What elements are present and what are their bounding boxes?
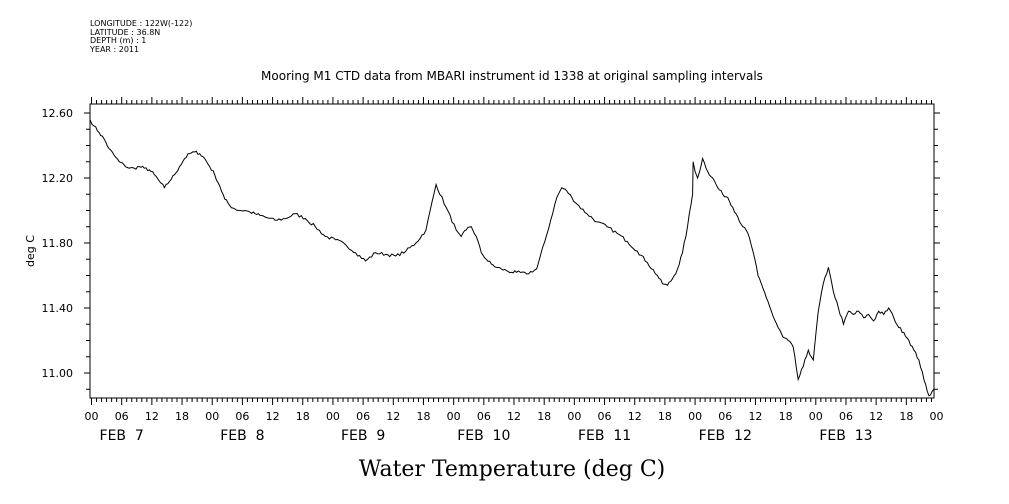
x-tick-label: 18 (899, 410, 913, 423)
y-tick-labels: 12.60 12.20 11.80 11.40 11.00 (42, 107, 74, 380)
x-tick-label: 06 (839, 410, 853, 423)
day-label: FEB 10 (457, 428, 510, 444)
y-tick-label: 12.20 (42, 172, 74, 185)
day-labels: FEB 7 FEB 8 FEB 9 FEB 10 FEB 11 FEB 12 FEB 13 (100, 428, 873, 444)
metadata-block: LONGITUDE : 122W(-122) LATITUDE : 36.8N … (90, 19, 193, 54)
x-tick-labels: 00 06 12 18 00 06 12 18 00 06 12 18 00 06 12 18 00 06 12 18… (85, 410, 944, 423)
axis-ticks (84, 97, 940, 405)
plot-frame (89, 103, 935, 399)
x-tick-label: 18 (537, 410, 551, 423)
longitude-text: LONGITUDE : 122W(-122) (90, 19, 193, 28)
day-label: FEB 11 (578, 428, 631, 444)
depth-text: DEPTH (m) : 1 (90, 36, 147, 45)
day-label: FEB 12 (699, 428, 752, 444)
x-tick-label: 06 (356, 410, 370, 423)
year-text: YEAR : 2011 (90, 44, 140, 54)
x-tick-label: 06 (718, 410, 732, 423)
day-label: FEB 9 (341, 428, 385, 444)
x-tick-label: 12 (145, 410, 159, 423)
x-tick-label: 00 (809, 410, 823, 423)
x-tick-label: 12 (507, 410, 521, 423)
y-tick-label: 11.40 (42, 302, 74, 315)
x-tick-label: 18 (416, 410, 430, 423)
x-tick-label: 06 (477, 410, 491, 423)
x-tick-label: 00 (567, 410, 581, 423)
x-tick-label: 18 (658, 410, 672, 423)
water-temperature-line (89, 119, 935, 397)
x-tick-label: 06 (115, 410, 129, 423)
x-tick-label: 12 (628, 410, 642, 423)
x-tick-label: 00 (85, 410, 99, 423)
x-tick-label: 06 (598, 410, 612, 423)
x-tick-label: 12 (266, 410, 280, 423)
y-tick-label: 11.00 (42, 367, 74, 380)
latitude-text: LATITUDE : 36.8N (90, 27, 161, 37)
y-axis-label: deg C (24, 235, 37, 267)
x-tick-label: 18 (175, 410, 189, 423)
x-tick-label: 00 (688, 410, 702, 423)
x-tick-label: 12 (748, 410, 762, 423)
x-tick-label: 00 (447, 410, 461, 423)
day-label: FEB 7 (100, 428, 144, 444)
day-label: FEB 8 (220, 428, 264, 444)
x-tick-label: 12 (869, 410, 883, 423)
x-tick-label: 18 (779, 410, 793, 423)
x-tick-label: 06 (235, 410, 249, 423)
x-tick-label: 00 (930, 410, 944, 423)
x-axis-title: Water Temperature (deg C) (359, 457, 666, 482)
chart-title: Mooring M1 CTD data from MBARI instrumen… (261, 69, 763, 83)
day-label: FEB 13 (819, 428, 872, 444)
y-tick-label: 11.80 (42, 237, 74, 250)
x-tick-label: 18 (296, 410, 310, 423)
y-tick-label: 12.60 (42, 107, 74, 120)
x-tick-label: 00 (205, 410, 219, 423)
x-tick-label: 12 (386, 410, 400, 423)
x-tick-label: 00 (326, 410, 340, 423)
